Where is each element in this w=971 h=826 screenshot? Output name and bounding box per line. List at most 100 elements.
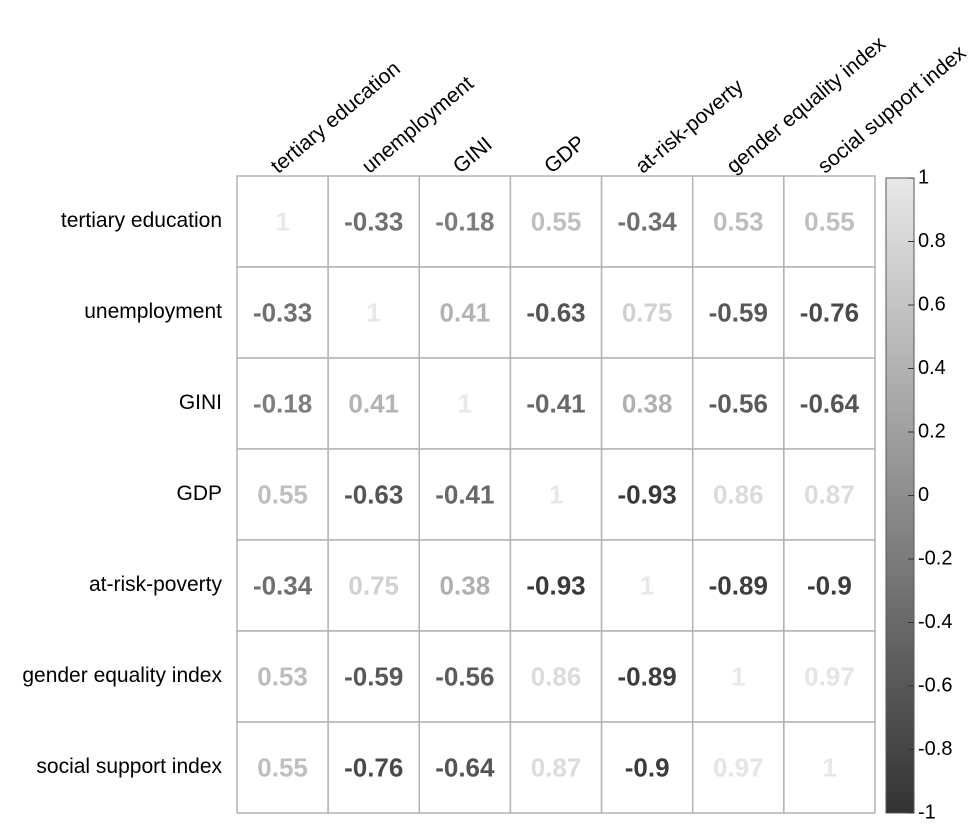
cell-value: 0.87 [531,752,582,782]
cell-value: 0.86 [531,661,582,691]
cell [236,448,329,541]
cell-value: -0.9 [807,570,852,600]
colorbar-tick-label: -1 [918,801,936,823]
cell [327,357,421,450]
cell-value: 0.38 [622,388,673,418]
cell-value: 0.55 [531,206,582,236]
cell [783,175,876,268]
cell [783,448,876,541]
cell [236,630,329,723]
cell [236,266,329,359]
row-label: at-risk-poverty [89,573,223,596]
row-label: GDP [176,482,222,505]
colorbar-tick-label: -0.8 [918,738,952,760]
cell-value: -0.33 [253,297,312,327]
cell-value: -0.33 [344,206,403,236]
cell-value: -0.93 [618,479,677,509]
cell-value: -0.34 [618,206,678,236]
cell [783,266,876,359]
cell-value: 0.41 [440,297,491,327]
cell [600,539,694,632]
row-label: tertiary education [61,209,222,232]
cell-value: 0.53 [257,661,308,691]
cell [236,357,329,450]
cell-value: -0.34 [253,570,313,600]
cell-value: 1 [458,388,472,418]
cell [418,539,512,632]
cell-value: -0.18 [435,206,494,236]
column-label: GDP [540,131,590,178]
cell [691,721,785,814]
cell [691,266,785,359]
cell-value: 1 [275,206,289,236]
cell-value: 1 [822,752,836,782]
cell-value: 1 [640,570,654,600]
colorbar-tick-label: -0.6 [918,674,952,696]
cell-value: -0.63 [344,479,403,509]
colorbar-tick-label: -0.4 [918,611,952,633]
cell [418,630,512,723]
cell-value: 0.55 [804,206,855,236]
cell [783,539,876,632]
cell [691,175,785,268]
cell-value: 1 [549,479,563,509]
cell-value: 0.55 [257,479,308,509]
colorbar-tick-label: 0.2 [918,420,946,442]
cell-value: -0.89 [709,570,768,600]
cell-value: 0.55 [257,752,308,782]
cell [418,721,512,814]
cell-value: -0.9 [625,752,670,782]
cell [327,721,421,814]
cell-value: 0.75 [348,570,399,600]
cell-value: -0.93 [526,570,585,600]
colorbar-tick-label: 0.6 [918,293,946,315]
cell-value: -0.59 [709,297,768,327]
cell [600,448,694,541]
cell-value: -0.56 [435,661,494,691]
cell [691,539,785,632]
cell-value: -0.56 [709,388,768,418]
cell [600,357,694,450]
cell [418,448,512,541]
cell [327,266,421,359]
colorbar-tick-label: 1 [918,166,929,188]
cell [783,721,876,814]
cell [509,721,603,814]
cell [691,448,785,541]
cell [509,539,603,632]
column-label: GINI [449,133,497,178]
cell [327,448,421,541]
colorbar-tick-label: 0.4 [918,357,946,379]
cell [418,266,512,359]
cell [418,357,512,450]
cell-value: 0.87 [804,479,855,509]
cell [327,539,421,632]
cell-value: -0.64 [800,388,860,418]
cell-value: -0.76 [344,752,403,782]
cell-value: 0.86 [713,479,764,509]
cell-value: -0.63 [526,297,585,327]
colorbar-tick-label: -0.2 [918,547,952,569]
cell-value: 1 [366,297,380,327]
cell [783,357,876,450]
cell [236,721,329,814]
row-label: gender equality index [22,664,222,687]
cell [600,721,694,814]
cell-value: 0.75 [622,297,673,327]
cell [509,266,603,359]
colorbar-tick-label: 0.8 [918,230,946,252]
cell-value: -0.41 [526,388,585,418]
column-label: social support index [813,41,970,178]
cell-value: 0.41 [348,388,399,418]
cell [509,448,603,541]
cell-value: 0.38 [440,570,491,600]
row-label: GINI [179,391,222,414]
cell-value: 0.97 [713,752,764,782]
cell-value: -0.89 [618,661,677,691]
row-label: social support index [36,755,222,778]
column-label: gender equality index [722,32,890,178]
cell-value: -0.64 [435,752,495,782]
cell-value: -0.76 [800,297,859,327]
cell [509,357,603,450]
